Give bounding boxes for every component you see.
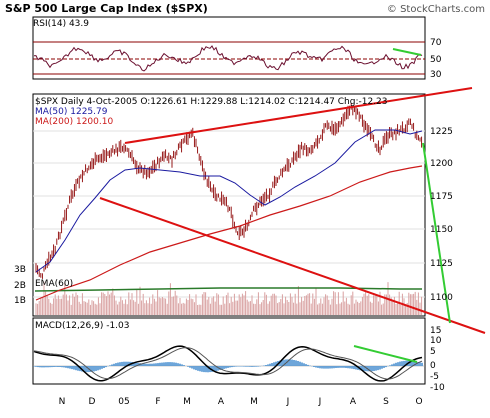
macd-divergence-line — [353, 345, 418, 363]
x-label-m2: M — [250, 397, 258, 407]
price-info-line: $SPX Daily 4-Oct-2005 O:1226.61 H:1229.8… — [35, 97, 388, 107]
macd-tick-minus10: -10 — [430, 383, 445, 393]
rsi-divergence-line — [392, 48, 422, 56]
x-label-m: M — [183, 397, 191, 407]
macd-signal-line — [33, 347, 423, 380]
rsi-level-30: 30 — [430, 70, 442, 80]
rsi-level-50: 50 — [430, 55, 442, 65]
x-label-a2: A — [350, 397, 357, 407]
upper-trendline — [124, 87, 473, 144]
macd-tick-10: 10 — [430, 336, 442, 346]
macd-tick-5: 5 — [430, 347, 436, 357]
x-label-o: O — [415, 397, 422, 407]
macd-tick-15: 15 — [430, 326, 441, 336]
price-tick-1200: 1200 — [430, 159, 453, 169]
rsi-panel — [32, 16, 426, 80]
rsi-label: RSI(14) 43.9 — [33, 19, 89, 29]
x-label-05: 05 — [118, 397, 129, 407]
macd-tick-0: 0 — [430, 361, 436, 371]
volume-bars — [35, 281, 423, 315]
ma50-line — [35, 129, 423, 273]
price-tick-1175: 1175 — [430, 192, 453, 202]
price-tick-1125: 1125 — [430, 259, 453, 269]
ma200-label: MA(200) 1200.10 — [35, 117, 113, 127]
green-projection-line — [422, 142, 451, 324]
rsi-line — [33, 45, 423, 72]
chart-credit: © StockCharts.com — [387, 4, 485, 15]
ma200-line — [35, 165, 423, 301]
price-tick-1225: 1225 — [430, 127, 453, 137]
macd-label: MACD(12,26,9) -1.03 — [35, 321, 130, 331]
chart-title: S&P 500 Large Cap Index ($SPX) — [5, 2, 208, 15]
x-label-d: D — [89, 397, 96, 407]
volume-tick-1b: 1B — [14, 296, 26, 306]
volume-ema-label: EMA(60) — [35, 279, 73, 289]
lower-trendline — [99, 197, 486, 334]
macd-line — [33, 345, 423, 382]
x-axis-labels: N D 05 F M A M J J A S O — [59, 397, 423, 407]
x-label-a: A — [218, 397, 225, 407]
macd-tick-minus5: -5 — [430, 372, 439, 382]
ma50-label: MA(50) 1225.79 — [35, 107, 108, 117]
price-tick-1100: 1100 — [430, 293, 453, 303]
x-label-j2: J — [318, 397, 322, 407]
volume-tick-3b: 3B — [14, 265, 26, 275]
rsi-level-70: 70 — [430, 38, 442, 48]
x-label-f: F — [155, 397, 160, 407]
x-label-n: N — [59, 397, 66, 407]
x-label-j: J — [286, 397, 290, 407]
x-label-s: S — [383, 397, 389, 407]
volume-ema-line — [34, 287, 422, 292]
volume-tick-2b: 2B — [14, 281, 26, 291]
price-tick-1150: 1150 — [430, 225, 453, 235]
